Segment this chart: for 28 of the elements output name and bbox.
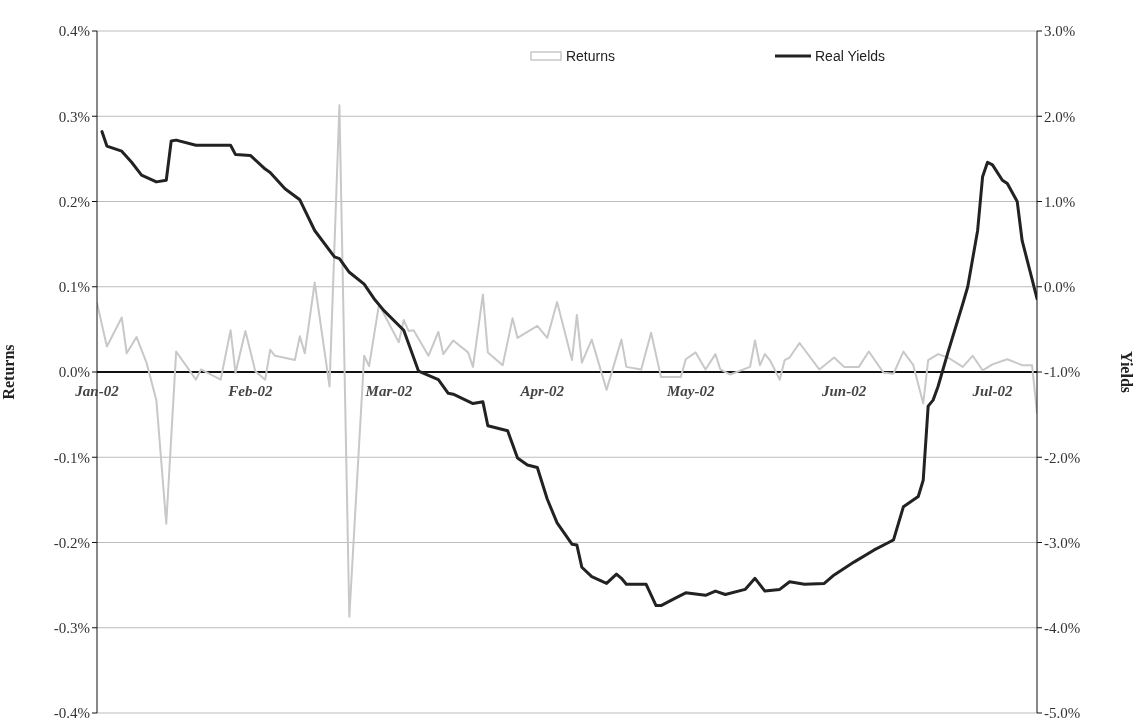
y2-tick-label: -4.0%: [1044, 620, 1081, 637]
y-tick-label: -0.2%: [53, 534, 90, 551]
y-tick-label: 0.3%: [58, 108, 90, 125]
y-tick-label: 0.0%: [58, 364, 90, 381]
y-tick-label: 0.4%: [58, 23, 90, 40]
x-tick-label: Jul-02: [971, 383, 1013, 399]
y-axis-title: Returns: [0, 344, 17, 400]
y2-tick-label: 3.0%: [1044, 23, 1076, 40]
x-tick-label: Mar-02: [364, 383, 413, 399]
y-tick-label: -0.4%: [53, 705, 90, 722]
x-tick-label: Jun-02: [820, 383, 867, 399]
y2-tick-label: 2.0%: [1044, 108, 1076, 125]
legend-label: Returns: [565, 48, 615, 64]
y-tick-label: 0.2%: [58, 193, 90, 210]
y2-tick-label: 1.0%: [1044, 193, 1076, 210]
y2-tick-label: -5.0%: [1044, 705, 1081, 722]
y-tick-label: -0.1%: [53, 449, 90, 466]
y2-axis-title: Yields: [1118, 350, 1135, 394]
y2-tick-label: 0.0%: [1044, 279, 1076, 296]
y2-tick-label: -3.0%: [1044, 534, 1081, 551]
x-tick-label: Feb-02: [227, 383, 273, 399]
legend-label: Real Yields: [814, 48, 886, 64]
y2-tick-label: -2.0%: [1044, 449, 1081, 466]
x-tick-label: May-02: [665, 383, 715, 399]
y2-tick-label: -1.0%: [1044, 364, 1081, 381]
y-tick-label: -0.3%: [53, 620, 90, 637]
x-tick-label: Apr-02: [519, 383, 565, 399]
y-tick-label: 0.1%: [58, 279, 90, 296]
